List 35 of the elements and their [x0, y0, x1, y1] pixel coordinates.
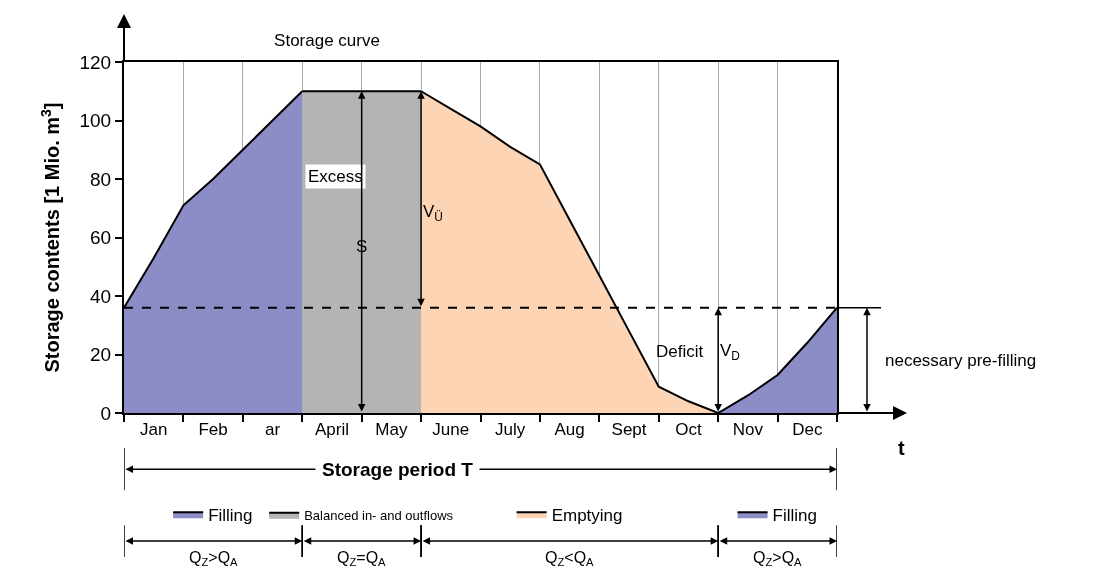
x-tick-label: Sept: [611, 420, 647, 440]
legend-label: Filling: [208, 505, 253, 525]
x-tick-label: July: [495, 420, 526, 440]
y-tick-label: 60: [90, 227, 112, 249]
annotation: Excess: [308, 167, 363, 186]
y-tick-label: 20: [90, 344, 112, 366]
y-tick-label: 40: [90, 285, 112, 307]
x-tick-label: Feb: [198, 420, 228, 440]
legend-label: Emptying: [551, 505, 623, 525]
legend-label: Balanced in- and outflows: [304, 507, 454, 523]
chart-title: Storage curve: [274, 30, 380, 50]
x-tick-label: April: [314, 420, 349, 440]
text: Q$_{Z}$=Q$_{A}$: [337, 549, 387, 569]
y-tick-label: 0: [100, 402, 112, 424]
annotation: Deficit: [656, 342, 704, 361]
text: Q$_{Z}$>Q$_{A}$: [753, 549, 803, 569]
text: Storage period T: [322, 459, 474, 480]
y-tick-label: 80: [90, 168, 112, 190]
y-tick-label: 120: [79, 51, 112, 73]
x-tick-label: Dec: [792, 420, 823, 440]
y-tick-label: 100: [79, 110, 112, 132]
x-axis-title: t: [898, 437, 905, 459]
text: Q$_{Z}$>Q$_{A}$: [189, 549, 239, 569]
text: Q$_{Z}$<Q$_{A}$: [545, 549, 595, 569]
x-tick-label: Oct: [675, 420, 702, 440]
x-tick-label: May: [375, 420, 408, 440]
legend-label: Filling: [772, 505, 817, 525]
x-tick-label: Nov: [732, 420, 764, 440]
x-tick-label: Aug: [554, 420, 585, 440]
annotation: V$_{D}$: [720, 341, 741, 363]
x-tick-label: ar: [264, 420, 281, 440]
text: necessary pre-filling: [885, 351, 1037, 370]
x-tick-label: Jan: [140, 420, 168, 440]
annotation: V$_{Ü}$: [423, 202, 443, 224]
x-tick-label: June: [432, 420, 470, 440]
